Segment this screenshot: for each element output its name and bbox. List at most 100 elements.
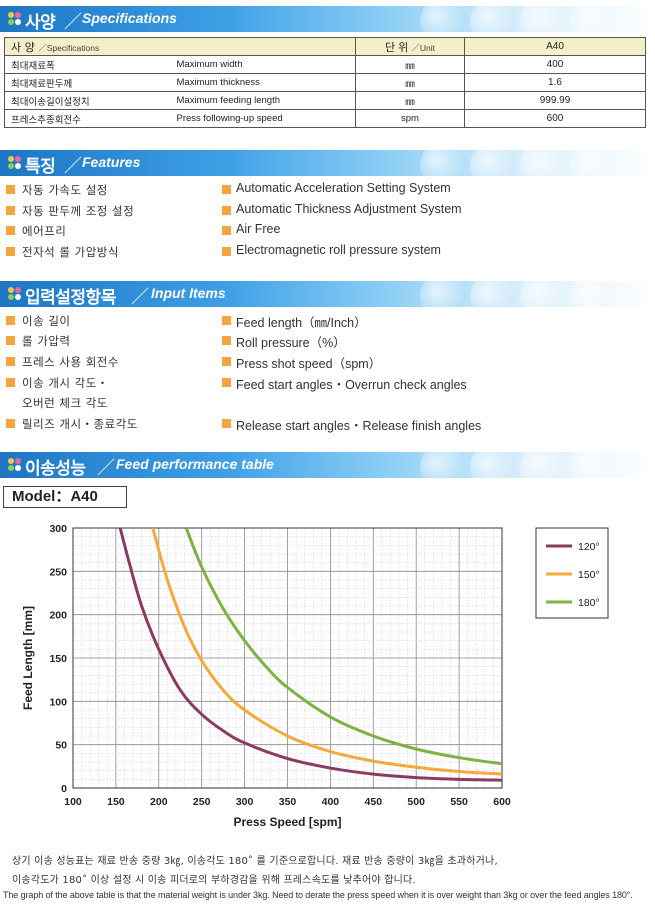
list-item: 자동 가속도 설정 Automatic Acceleration Setting… (0, 181, 655, 201)
legend-label: 150° (578, 569, 600, 581)
y-tick-label: 250 (49, 566, 67, 578)
y-tick-label: 150 (49, 653, 67, 665)
header-model: A40 (464, 37, 646, 56)
list-item: 에어프리 Air Free (0, 222, 655, 242)
spec-value: 400 (464, 55, 646, 74)
dots-icon (8, 12, 22, 26)
input-item-ko: 릴리즈 개시・종료각도 (22, 417, 138, 431)
series-line-150 (151, 528, 502, 776)
spec-name-en: Press following-up speed (170, 109, 356, 128)
section-title-en: Specifications (82, 10, 177, 26)
square-bullet-icon (6, 247, 15, 256)
section-title-en: Features (82, 154, 141, 170)
header-item-en: ／Specifications (38, 42, 100, 53)
list-item: 이송 길이 Feed length（㎜/Inch） (0, 312, 655, 332)
spec-unit: spm (355, 109, 465, 128)
spec-name-ko: 최대이송길이설정치 (4, 91, 171, 110)
list-item: 이송 개시 각도・ 오버런 체크 각도 Feed start angles・Ov… (0, 374, 655, 414)
feature-en: Air Free (236, 222, 281, 236)
spec-name-ko: 최대재료판두께 (4, 73, 171, 92)
input-item-ko: 프레스 사용 회전수 (22, 355, 119, 369)
input-item-ko-line2: 오버런 체크 각도 (22, 396, 108, 410)
input-item-en: Feed start angles・Overrun check angles (236, 378, 467, 392)
input-item-en: Roll pressure（%） (236, 336, 346, 350)
specifications-table: 사 양 ／Specifications 단 위 ／Unit A40 최대재료폭 … (4, 37, 646, 128)
list-item: 자동 판두께 조정 설정 Automatic Thickness Adjustm… (0, 202, 655, 222)
square-bullet-icon (222, 336, 231, 345)
square-bullet-icon (222, 206, 231, 215)
feature-en: Automatic Acceleration Setting System (236, 181, 451, 195)
x-axis-label: Press Speed [spm] (233, 815, 341, 829)
x-tick-label: 250 (193, 796, 211, 808)
y-tick-label: 50 (55, 740, 67, 752)
header-item-ko: 사 양 (11, 40, 35, 54)
input-item-ko: 롤 가압력 (22, 334, 71, 348)
table-row: 최대재료판두께 Maximum thickness ㎜ 1.6 (4, 73, 646, 92)
square-bullet-icon (6, 378, 15, 387)
section-header-features: 특징 ／ Features (0, 150, 655, 176)
y-tick-label: 100 (49, 696, 67, 708)
spec-name-ko: 프레스추종회전수 (4, 109, 171, 128)
list-item: 롤 가압력 Roll pressure（%） (0, 332, 655, 352)
y-tick-label: 200 (49, 610, 67, 622)
feature-ko: 자동 가속도 설정 (22, 183, 108, 197)
section-header-feed-performance: 이송성능 ／ Feed performance table (0, 452, 655, 478)
spec-name-en: Maximum width (170, 55, 356, 74)
feature-ko: 전자석 롤 가압방식 (22, 245, 119, 259)
section-title-en: Input Items (151, 285, 226, 301)
note-ko-line1: 상기 이송 성능표는 재료 반송 중량 3㎏, 이송각도 180˚ 를 기준으로… (12, 856, 498, 867)
square-bullet-icon (222, 226, 231, 235)
x-tick-label: 400 (322, 796, 340, 808)
square-bullet-icon (222, 316, 231, 325)
y-tick-label: 300 (49, 523, 67, 535)
square-bullet-icon (6, 185, 15, 194)
feature-ko: 에어프리 (22, 224, 67, 238)
list-item: 전자석 롤 가압방식 Electromagnetic roll pressure… (0, 243, 655, 263)
feature-en: Electromagnetic roll pressure system (236, 243, 441, 257)
spec-name-ko: 최대재료폭 (4, 55, 171, 74)
square-bullet-icon (6, 336, 15, 345)
square-bullet-icon (6, 206, 15, 215)
y-axis-label: Feed Length [mm] (21, 606, 35, 710)
input-item-en: Feed length（㎜/Inch） (236, 316, 367, 330)
spec-value: 600 (464, 109, 646, 128)
spec-unit: ㎜ (355, 55, 465, 74)
section-title-en: Feed performance table (116, 456, 274, 472)
input-item-ko: 이송 길이 (22, 314, 71, 328)
dots-icon (8, 458, 22, 472)
feature-en: Automatic Thickness Adjustment System (236, 202, 462, 216)
section-title-ko: 특징 (25, 157, 56, 176)
y-tick-label: 0 (61, 783, 67, 795)
square-bullet-icon (6, 357, 15, 366)
spec-value: 1.6 (464, 73, 646, 92)
x-tick-label: 300 (236, 796, 254, 808)
list-item: 프레스 사용 회전수 Press shot speed（spm） (0, 353, 655, 373)
square-bullet-icon (222, 247, 231, 256)
header-unit-en: ／Unit (411, 42, 435, 53)
x-tick-label: 600 (493, 796, 511, 808)
x-tick-label: 150 (107, 796, 125, 808)
spec-name-en: Maximum feeding length (170, 91, 356, 110)
x-tick-label: 550 (450, 796, 468, 808)
dots-icon (8, 156, 22, 170)
table-row: 최대이송길이설정치 Maximum feeding length ㎜ 999.9… (4, 91, 646, 110)
feed-performance-chart: 100 150 200 250 300 350 400 450 500 550 600 0 50 100 1… (21, 523, 609, 829)
square-bullet-icon (222, 378, 231, 387)
table-row: 프레스추종회전수 Press following-up speed spm 60… (4, 109, 646, 128)
note-en: The graph of the above table is that the… (3, 890, 633, 900)
series-line-120 (118, 528, 502, 782)
section-header-input-items: 입력설정항목 ／ Input Items (0, 281, 655, 307)
spec-value: 999.99 (464, 91, 646, 110)
feature-ko: 자동 판두께 조정 설정 (22, 204, 135, 218)
table-header-row: 사 양 ／Specifications 단 위 ／Unit A40 (4, 37, 646, 56)
section-title-ko: 입력설정항목 (25, 288, 116, 307)
table-row: 최대재료폭 Maximum width ㎜ 400 (4, 55, 646, 74)
section-title-ko: 사양 (25, 13, 56, 32)
x-tick-label: 450 (365, 796, 383, 808)
square-bullet-icon (222, 357, 231, 366)
header-unit-ko: 단 위 (385, 41, 409, 54)
x-tick-label: 500 (407, 796, 425, 808)
square-bullet-icon (6, 226, 15, 235)
note-ko-line2: 이송각도가 180˚ 이상 설정 시 이송 피더로의 부하경감을 위해 프레스속… (12, 875, 416, 886)
x-tick-label: 200 (150, 796, 168, 808)
